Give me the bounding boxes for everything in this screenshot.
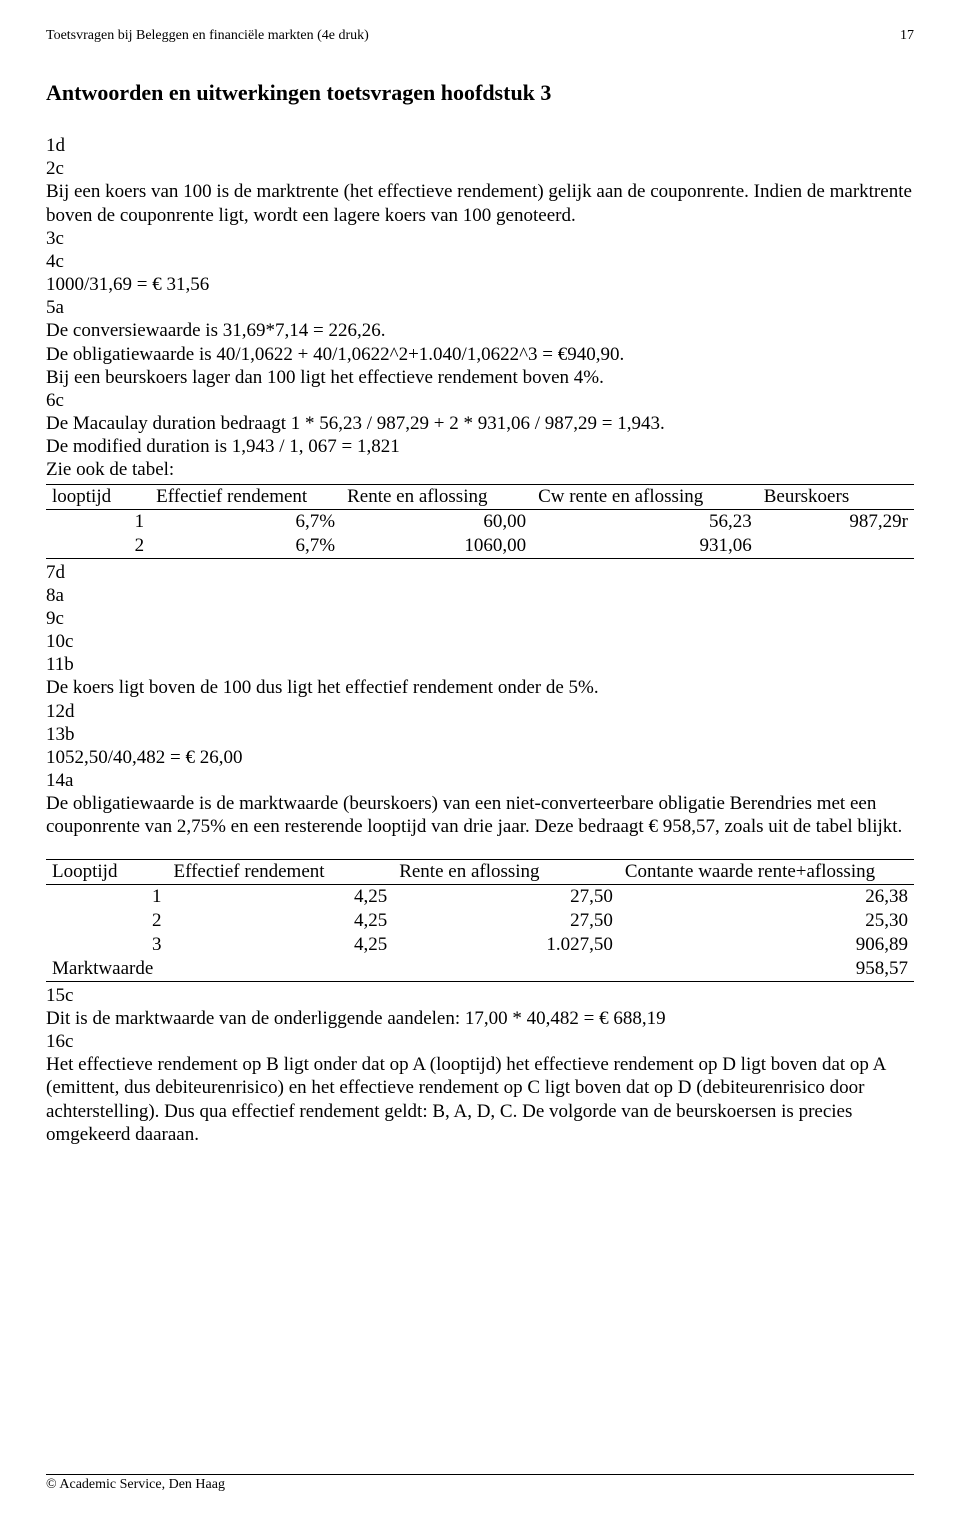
- page-footer: © Academic Service, Den Haag: [46, 1474, 914, 1493]
- body-block-3: 15c Dit is de marktwaarde van de onderli…: [46, 984, 914, 1146]
- col-beurskoers: Beurskoers: [758, 484, 914, 509]
- cell: 987,29r: [758, 509, 914, 534]
- cell: 2: [46, 534, 150, 559]
- answer-line: Zie ook de tabel:: [46, 458, 914, 481]
- answer-line: 15c: [46, 984, 914, 1007]
- footer-text: © Academic Service, Den Haag: [46, 1477, 225, 1492]
- table-row: 1 6,7% 60,00 56,23 987,29r: [46, 509, 914, 534]
- table-row: 3 4,25 1.027,50 906,89: [46, 933, 914, 957]
- cell: 1.027,50: [393, 933, 619, 957]
- cell: 958,57: [619, 957, 914, 982]
- answer-line: 2c: [46, 157, 914, 180]
- col-looptijd: Looptijd: [46, 859, 168, 884]
- body-block-2: 7d 8a 9c 10c 11b De koers ligt boven de …: [46, 561, 914, 839]
- answer-line: 1052,50/40,482 = € 26,00: [46, 746, 914, 769]
- cell: 26,38: [619, 884, 914, 909]
- table-header-row: Looptijd Effectief rendement Rente en af…: [46, 859, 914, 884]
- cell: 27,50: [393, 884, 619, 909]
- col-rente-afl: Rente en aflossing: [393, 859, 619, 884]
- cell: [758, 534, 914, 559]
- answer-line: De obligatiewaarde is 40/1,0622 + 40/1,0…: [46, 343, 914, 366]
- answer-line: 10c: [46, 630, 914, 653]
- cell: 6,7%: [150, 534, 341, 559]
- cell-marktwaarde-label: Marktwaarde: [46, 957, 168, 982]
- answer-line: De conversiewaarde is 31,69*7,14 = 226,2…: [46, 319, 914, 342]
- answer-line: 7d: [46, 561, 914, 584]
- col-cw: Cw rente en aflossing: [532, 484, 758, 509]
- table-row: Marktwaarde 958,57: [46, 957, 914, 982]
- cell: 1060,00: [341, 534, 532, 559]
- answer-paragraph: De koers ligt boven de 100 dus ligt het …: [46, 676, 914, 699]
- col-looptijd: looptijd: [46, 484, 150, 509]
- answer-line: 13b: [46, 723, 914, 746]
- table-row: 1 4,25 27,50 26,38: [46, 884, 914, 909]
- cell: 4,25: [168, 933, 394, 957]
- answer-line: 14a: [46, 769, 914, 792]
- spacer: [46, 839, 914, 857]
- answer-line: Bij een beurskoers lager dan 100 ligt he…: [46, 366, 914, 389]
- answer-paragraph: De obligatiewaarde is de marktwaarde (be…: [46, 792, 914, 838]
- answer-paragraph: Bij een koers van 100 is de marktrente (…: [46, 180, 914, 226]
- answer-line: De Macaulay duration bedraagt 1 * 56,23 …: [46, 412, 914, 435]
- cell: 2: [46, 909, 168, 933]
- duration-table: looptijd Effectief rendement Rente en af…: [46, 484, 914, 559]
- table-row: 2 6,7% 1060,00 931,06: [46, 534, 914, 559]
- answer-line: 8a: [46, 584, 914, 607]
- cell: 3: [46, 933, 168, 957]
- answer-line: 16c: [46, 1030, 914, 1053]
- answer-line: 1000/31,69 = € 31,56: [46, 273, 914, 296]
- answer-line: 4c: [46, 250, 914, 273]
- cell: 6,7%: [150, 509, 341, 534]
- col-eff-rend: Effectief rendement: [150, 484, 341, 509]
- answer-line: 6c: [46, 389, 914, 412]
- marktwaarde-table: Looptijd Effectief rendement Rente en af…: [46, 859, 914, 982]
- cell: 27,50: [393, 909, 619, 933]
- answer-line: 5a: [46, 296, 914, 319]
- answer-line: 11b: [46, 653, 914, 676]
- answer-line: 12d: [46, 700, 914, 723]
- col-rente-afl: Rente en aflossing: [341, 484, 532, 509]
- col-eff-rend: Effectief rendement: [168, 859, 394, 884]
- cell: 906,89: [619, 933, 914, 957]
- answer-line: De modified duration is 1,943 / 1, 067 =…: [46, 435, 914, 458]
- body-block-1: 1d 2c Bij een koers van 100 is de marktr…: [46, 134, 914, 482]
- cell: 56,23: [532, 509, 758, 534]
- cell: 60,00: [341, 509, 532, 534]
- page-title: Antwoorden en uitwerkingen toetsvragen h…: [46, 80, 914, 106]
- cell: 931,06: [532, 534, 758, 559]
- cell: 1: [46, 509, 150, 534]
- page: Toetsvragen bij Beleggen en financiële m…: [0, 0, 960, 1515]
- page-header: Toetsvragen bij Beleggen en financiële m…: [46, 28, 914, 44]
- answer-paragraph: Het effectieve rendement op B ligt onder…: [46, 1053, 914, 1146]
- cell: 1: [46, 884, 168, 909]
- cell: 25,30: [619, 909, 914, 933]
- answer-paragraph: Dit is de marktwaarde van de onderliggen…: [46, 1007, 914, 1030]
- table-row: 2 4,25 27,50 25,30: [46, 909, 914, 933]
- cell: 4,25: [168, 884, 394, 909]
- cell: [168, 957, 394, 982]
- answer-line: 3c: [46, 227, 914, 250]
- table-header-row: looptijd Effectief rendement Rente en af…: [46, 484, 914, 509]
- cell: [393, 957, 619, 982]
- answer-line: 1d: [46, 134, 914, 157]
- answer-line: 9c: [46, 607, 914, 630]
- doc-title: Toetsvragen bij Beleggen en financiële m…: [46, 28, 369, 44]
- col-cw: Contante waarde rente+aflossing: [619, 859, 914, 884]
- page-number: 17: [900, 28, 914, 44]
- cell: 4,25: [168, 909, 394, 933]
